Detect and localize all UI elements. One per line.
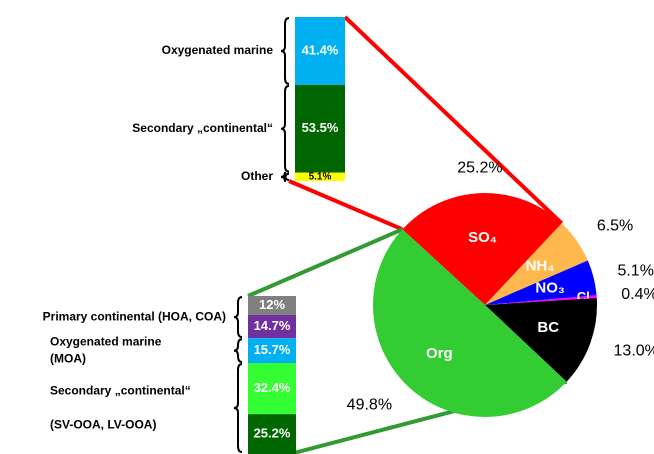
pie-slice bbox=[485, 260, 597, 305]
segment-label: 53.5% bbox=[302, 120, 339, 135]
series-name: Other bbox=[241, 169, 273, 183]
value-label: 0.4% bbox=[621, 286, 654, 303]
brace bbox=[233, 296, 243, 339]
pie-slice bbox=[485, 298, 597, 382]
bar-segment bbox=[295, 84, 345, 173]
pie-slice bbox=[485, 223, 588, 305]
connector bbox=[343, 15, 564, 225]
group-label: Secondary „continental“ bbox=[50, 384, 191, 398]
group-label: (MOA) bbox=[50, 351, 86, 365]
segment-label: 15.7% bbox=[254, 342, 291, 357]
slice-label: SO₄ bbox=[468, 229, 497, 246]
bar-segment bbox=[248, 414, 296, 454]
series-name: Oxygenated marine bbox=[162, 43, 274, 57]
segment-label: 5.1% bbox=[309, 171, 332, 182]
value-label: 5.1% bbox=[617, 263, 653, 280]
pie-slice bbox=[372, 229, 567, 418]
brace bbox=[233, 338, 243, 363]
bar-segment bbox=[295, 172, 345, 181]
slice-label: BC bbox=[537, 319, 559, 336]
connector bbox=[247, 227, 404, 298]
segment-label: 14.7% bbox=[254, 318, 291, 333]
pie-slice bbox=[402, 192, 562, 305]
segment-label: 25.2% bbox=[254, 426, 291, 441]
value-label: 13.0% bbox=[614, 343, 654, 360]
value-label: 25.2% bbox=[457, 160, 502, 177]
value-label: 49.8% bbox=[347, 396, 392, 413]
brace bbox=[280, 171, 290, 182]
segment-label: 41.4% bbox=[302, 42, 339, 57]
series-name: Secondary „continental“ bbox=[132, 121, 273, 135]
segment-label: 32.4% bbox=[254, 380, 291, 395]
connector bbox=[288, 179, 404, 232]
bar-segment bbox=[248, 296, 296, 315]
brace bbox=[280, 84, 290, 173]
slice-label: NO₃ bbox=[535, 279, 565, 296]
brace bbox=[233, 362, 243, 453]
group-label: (SV-OOA, LV-OOA) bbox=[50, 418, 156, 432]
bar-segment bbox=[248, 314, 296, 339]
slice-label: NH₄ bbox=[526, 257, 555, 274]
value-label: 6.5% bbox=[597, 218, 633, 235]
bar-segment bbox=[295, 17, 345, 85]
bar-segment bbox=[248, 338, 296, 363]
group-label: Oxygenated marine bbox=[50, 334, 162, 348]
segment-label: 12% bbox=[259, 297, 285, 312]
pie-slice bbox=[485, 295, 597, 305]
slice-label: Org bbox=[426, 345, 453, 362]
bar-segment bbox=[248, 362, 296, 415]
brace bbox=[280, 17, 290, 85]
group-label: Primary continental (HOA, COA) bbox=[43, 309, 226, 323]
